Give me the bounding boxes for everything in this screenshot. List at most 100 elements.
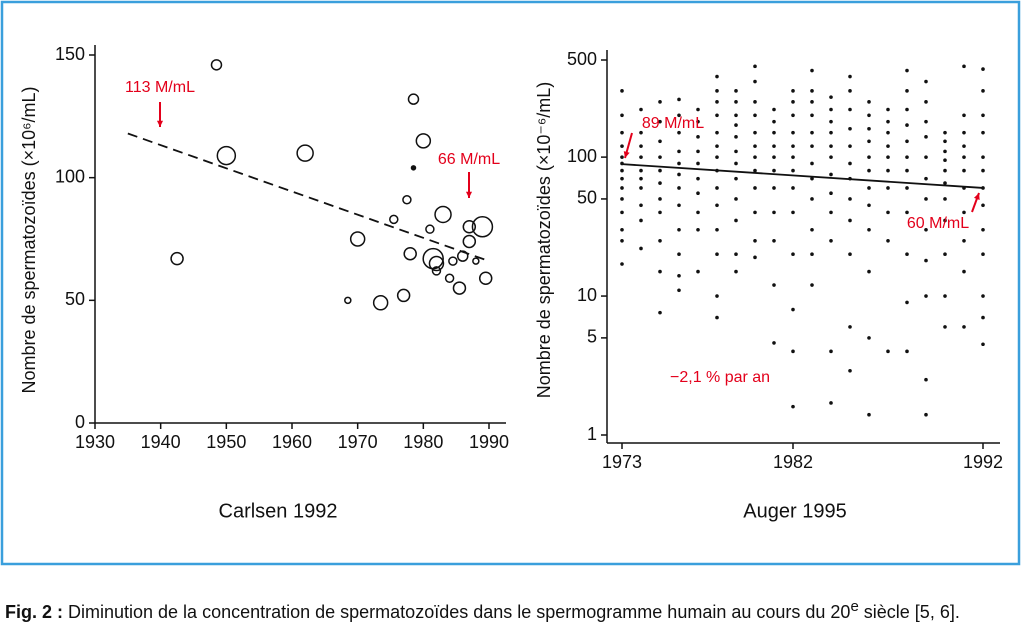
- point: [791, 210, 795, 215]
- point: [981, 342, 985, 347]
- point: [867, 126, 871, 131]
- point: [696, 269, 700, 274]
- point: [867, 203, 871, 208]
- point: [981, 89, 985, 93]
- annotation: 113 M/mL: [125, 79, 195, 96]
- point: [810, 283, 814, 287]
- point: [848, 74, 852, 79]
- point: [772, 341, 776, 345]
- point: [620, 262, 624, 266]
- bubble: [452, 281, 467, 295]
- point: [791, 113, 795, 118]
- arrow-head: [465, 191, 473, 198]
- point: [620, 210, 624, 215]
- point: [753, 210, 757, 215]
- point: [829, 107, 833, 112]
- point: [791, 130, 795, 135]
- x-tick-label: 1982: [773, 452, 813, 472]
- point: [734, 252, 738, 257]
- y-tick-label: 0: [75, 412, 85, 432]
- point: [772, 130, 776, 135]
- point: [867, 412, 871, 417]
- bubble: [448, 256, 458, 266]
- point: [886, 168, 890, 173]
- caption-text: Diminution de la concentration de sperma…: [63, 602, 851, 622]
- point: [715, 144, 719, 148]
- bubble: [428, 255, 445, 272]
- point: [677, 252, 681, 257]
- point: [791, 307, 795, 312]
- x-tick-label: 1973: [602, 452, 642, 472]
- point: [677, 97, 681, 102]
- bubble: [422, 247, 444, 270]
- point: [620, 155, 624, 159]
- point: [639, 203, 643, 208]
- point: [734, 89, 738, 93]
- point: [810, 113, 814, 118]
- point: [791, 349, 795, 354]
- trend-line: [621, 163, 984, 189]
- point: [658, 310, 662, 315]
- point: [905, 252, 909, 257]
- bubble: [410, 165, 417, 171]
- caption-label: Fig. 2 :: [5, 602, 63, 622]
- x-tick-label: 1992: [963, 452, 1003, 472]
- chart-title: Auger 1995: [743, 500, 846, 522]
- y-axis-label: Nombre de spermatozoïdes (×10⁶/mL): [19, 86, 39, 393]
- point: [753, 79, 757, 84]
- caption: Fig. 2 : Diminution de la concentration …: [5, 594, 1019, 625]
- point: [658, 210, 662, 215]
- point: [810, 89, 814, 93]
- point: [772, 119, 776, 124]
- point: [867, 227, 871, 232]
- point: [677, 227, 681, 232]
- point: [867, 139, 871, 144]
- point: [924, 79, 928, 84]
- point: [639, 246, 643, 251]
- point: [791, 89, 795, 93]
- point: [943, 149, 947, 154]
- point: [981, 227, 985, 232]
- point: [620, 168, 624, 173]
- bubble: [372, 295, 389, 311]
- point: [677, 273, 681, 278]
- point: [829, 401, 833, 405]
- point: [715, 74, 719, 79]
- point: [943, 168, 947, 173]
- bubble: [478, 271, 493, 286]
- point: [867, 269, 871, 274]
- bubble: [349, 231, 366, 247]
- bubble: [444, 273, 455, 284]
- point: [924, 294, 928, 298]
- y-tick-label: 1: [587, 424, 597, 444]
- point: [886, 107, 890, 112]
- point: [639, 176, 643, 181]
- x-tick-label: 1980: [403, 432, 443, 452]
- point: [753, 100, 757, 104]
- point: [696, 135, 700, 139]
- point: [962, 325, 966, 329]
- point: [981, 113, 985, 118]
- arrow-head: [973, 193, 980, 200]
- point: [734, 176, 738, 181]
- point: [715, 315, 719, 320]
- point: [867, 100, 871, 104]
- point: [734, 269, 738, 274]
- point: [658, 197, 662, 201]
- point: [734, 161, 738, 166]
- point: [810, 161, 814, 166]
- point: [734, 149, 738, 154]
- point: [620, 197, 624, 201]
- point: [829, 238, 833, 243]
- point: [905, 107, 909, 112]
- point: [620, 227, 624, 232]
- point: [791, 144, 795, 148]
- point: [753, 186, 757, 190]
- point: [943, 294, 947, 298]
- bubble: [296, 144, 314, 162]
- point: [810, 176, 814, 181]
- point: [734, 135, 738, 139]
- point: [962, 144, 966, 148]
- y-tick-label: 5: [587, 327, 597, 347]
